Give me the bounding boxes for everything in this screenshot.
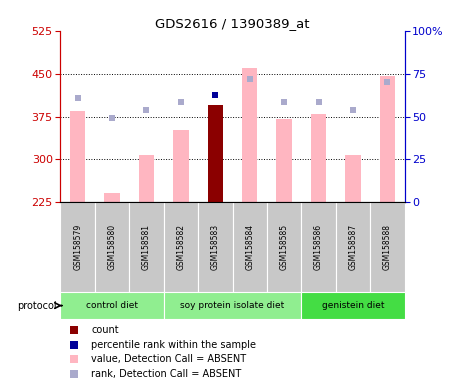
Text: GSM158583: GSM158583 [211,224,220,270]
Bar [242,68,258,202]
Bar [173,130,189,202]
Bar [104,193,120,202]
Title: GDS2616 / 1390389_at: GDS2616 / 1390389_at [155,17,310,30]
Text: genistein diet: genistein diet [322,301,384,310]
Bar [207,105,223,202]
Text: GSM158582: GSM158582 [176,224,186,270]
Text: GSM158580: GSM158580 [107,224,117,270]
Bar [301,292,405,319]
Bar [164,292,301,319]
Text: GSM158579: GSM158579 [73,224,82,270]
Bar [370,202,405,292]
Bar [379,76,395,202]
Text: percentile rank within the sample: percentile rank within the sample [92,339,256,349]
Text: GSM158585: GSM158585 [279,224,289,270]
Bar [232,202,267,292]
Bar [95,202,129,292]
Text: GSM158586: GSM158586 [314,224,323,270]
Bar [198,202,232,292]
Text: count: count [92,325,119,335]
Bar [276,119,292,202]
Bar [60,292,164,319]
Text: GSM158581: GSM158581 [142,224,151,270]
Bar [301,202,336,292]
Text: GSM158584: GSM158584 [245,224,254,270]
Text: GSM158587: GSM158587 [348,224,358,270]
Bar [60,202,95,292]
Bar [139,156,154,202]
Text: soy protein isolate diet: soy protein isolate diet [180,301,285,310]
Bar [267,202,301,292]
Text: protocol: protocol [17,301,57,311]
Text: value, Detection Call = ABSENT: value, Detection Call = ABSENT [92,354,246,364]
Bar [345,155,361,202]
Text: rank, Detection Call = ABSENT: rank, Detection Call = ABSENT [92,369,242,379]
Bar [164,202,198,292]
Bar [336,202,370,292]
Text: GSM158588: GSM158588 [383,224,392,270]
Bar [129,202,164,292]
Text: control diet: control diet [86,301,138,310]
Bar [311,114,326,202]
Bar [70,111,86,202]
